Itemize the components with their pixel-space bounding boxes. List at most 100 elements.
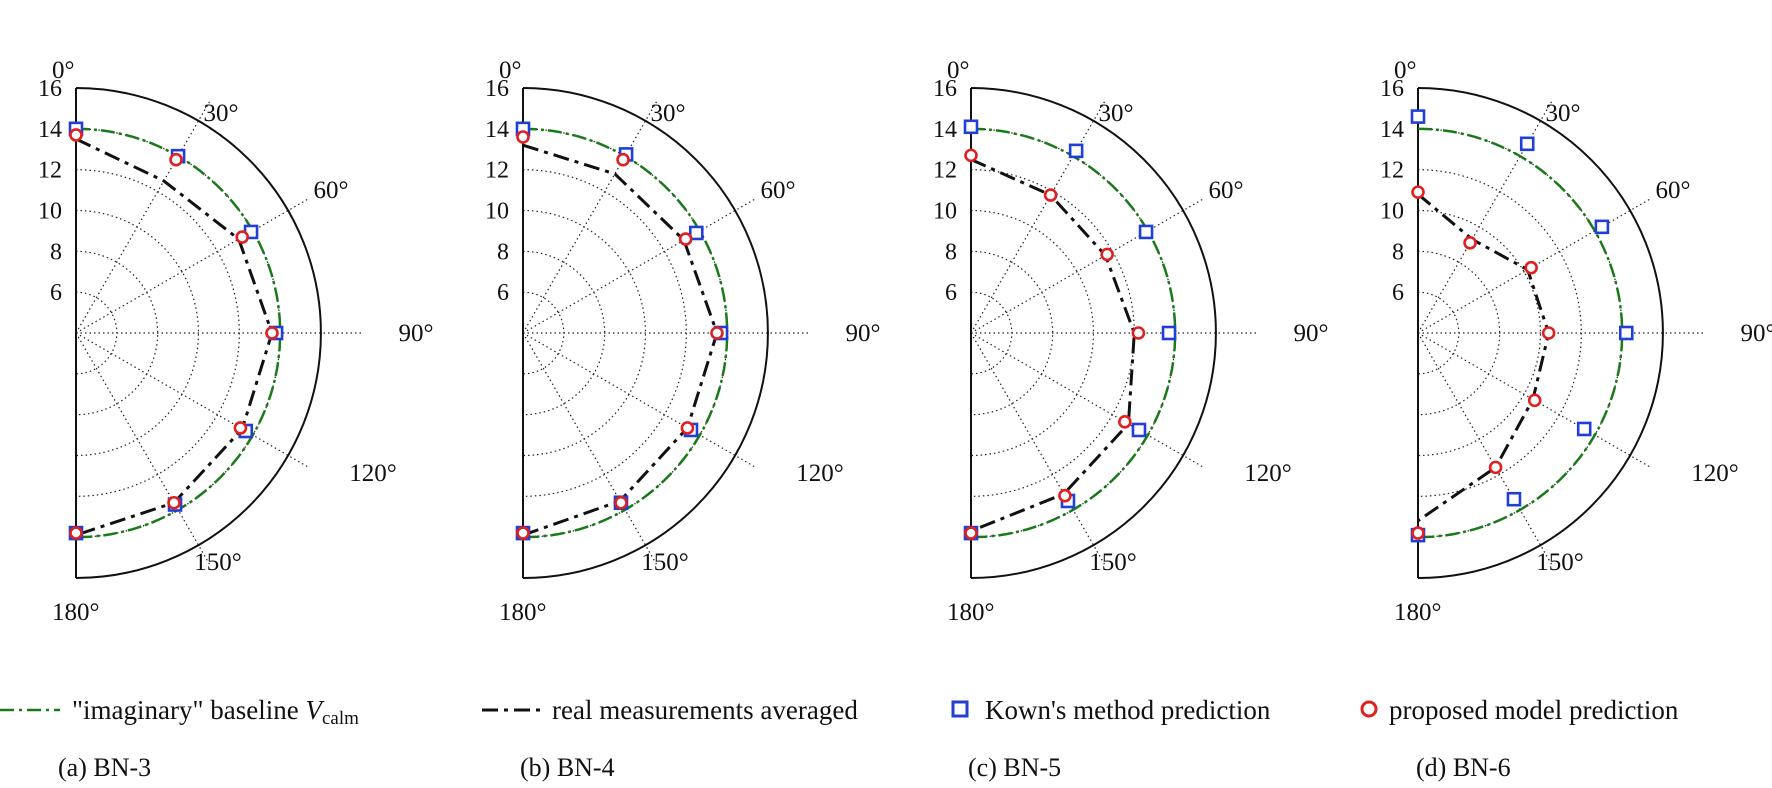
radial-tick-label: 16: [933, 76, 957, 102]
angle-label: 90°: [1741, 320, 1772, 347]
angle-label: 150°: [1089, 549, 1137, 576]
angle-label: 0°: [52, 57, 75, 84]
legend-proposed-label: proposed model prediction: [1389, 695, 1679, 725]
proposed-prediction-point: [265, 326, 279, 340]
radial-tick-label: 8: [497, 239, 509, 265]
outer-arc: [75, 87, 322, 579]
angle-label: 0°: [499, 57, 522, 84]
polar-panel-1: 6 8 10 12 14 160° 30° 60° 90° 120° 150° 180°: [38, 57, 434, 626]
angular-grid-spoke: [75, 198, 308, 334]
radial-tick-label: 6: [945, 280, 957, 306]
kown-prediction-point: [1594, 219, 1610, 235]
kown-prediction-point: [1410, 109, 1426, 124]
angle-label: 180°: [499, 599, 547, 626]
radial-tick-label: 6: [50, 280, 62, 306]
angle-label: 30°: [1099, 100, 1134, 127]
proposed-prediction-point: [235, 230, 250, 244]
proposed-prediction-point: [614, 495, 628, 510]
proposed-prediction-point: [516, 130, 530, 144]
radial-tick-label: 10: [38, 199, 62, 225]
radial-tick-label: 10: [485, 199, 509, 225]
proposed-prediction-point: [1100, 247, 1114, 262]
angle-label: 180°: [947, 599, 995, 626]
angular-grid-spoke: [522, 332, 755, 468]
kown-prediction-point: [688, 225, 704, 241]
kown-prediction-point: [1068, 143, 1084, 159]
angular-grid-spoke: [970, 198, 1203, 334]
angle-label: 60°: [1656, 177, 1691, 204]
angle-label: 120°: [1691, 460, 1739, 487]
radial-tick-label: 8: [50, 239, 62, 265]
baseline-curve: [75, 127, 282, 539]
radial-tick-label: 12: [485, 158, 509, 184]
real-measurements-line: [1417, 193, 1551, 523]
angle-label: 90°: [399, 320, 434, 347]
real-measurements-line: [75, 137, 274, 537]
proposed-prediction-point: [169, 152, 183, 167]
proposed-prediction-point: [1058, 488, 1072, 503]
angle-label: 0°: [1394, 57, 1417, 84]
angular-grid-spoke: [75, 332, 308, 468]
proposed-prediction-point: [1463, 236, 1477, 250]
proposed-prediction-point: [1541, 326, 1556, 340]
proposed-prediction-point: [1527, 393, 1542, 408]
angular-grid-spoke: [75, 101, 211, 334]
proposed-prediction-point: [1411, 526, 1425, 540]
proposed-prediction-point: [680, 421, 695, 435]
kown-prediction-point: [963, 119, 979, 135]
angular-grid-spoke: [75, 332, 211, 565]
angle-label: 150°: [1536, 549, 1584, 576]
proposed-prediction-point: [1411, 185, 1425, 199]
polar-panel-4: 6 8 10 12 14 160° 30° 60° 90° 120° 150° 180°: [1380, 57, 1772, 626]
proposed-prediction-point: [1043, 188, 1058, 202]
polar-panel-3: 6 8 10 12 14 160° 30° 60° 90° 120° 150° 180°: [933, 57, 1329, 626]
real-measurements-line: [970, 158, 1136, 533]
radial-tick-label: 14: [1380, 117, 1404, 143]
radial-grid-ring: [1417, 291, 1460, 375]
legend-proposed-marker: [1360, 700, 1378, 718]
proposed-prediction-point: [1524, 260, 1538, 275]
radial-grid-ring: [522, 291, 565, 375]
angle-label: 0°: [947, 57, 970, 84]
proposed-prediction-point: [516, 526, 530, 540]
angle-label: 180°: [1394, 599, 1442, 626]
panel-label-b: (b) BN-4: [520, 753, 615, 782]
proposed-prediction-point: [710, 326, 724, 340]
proposed-prediction-point: [69, 526, 83, 540]
angle-label: 30°: [204, 100, 239, 127]
radial-tick-label: 12: [933, 158, 957, 184]
radial-tick-label: 8: [1392, 239, 1404, 265]
proposed-prediction-point: [964, 526, 978, 540]
proposed-prediction-point: [1131, 326, 1146, 340]
angular-grid-spoke: [1417, 332, 1553, 565]
angle-label: 60°: [314, 177, 349, 204]
radial-tick-label: 6: [1392, 280, 1404, 306]
angular-grid-spoke: [522, 101, 658, 334]
angle-label: 120°: [796, 460, 844, 487]
legend-kown-label: Kown's method prediction: [985, 695, 1271, 725]
radial-grid-ring: [1417, 128, 1623, 538]
proposed-prediction-point: [1118, 415, 1132, 429]
angle-label: 60°: [761, 177, 796, 204]
kown-prediction-point: [1519, 136, 1535, 152]
kown-prediction-point: [1131, 422, 1147, 438]
proposed-prediction-point: [69, 128, 83, 142]
proposed-prediction-point: [616, 152, 630, 167]
angular-grid-spoke: [1417, 101, 1553, 334]
proposed-prediction-point: [964, 148, 978, 163]
kown-prediction-point: [1576, 421, 1592, 437]
angle-label: 150°: [641, 549, 689, 576]
outer-arc: [522, 87, 769, 579]
radial-tick-label: 16: [38, 76, 62, 102]
angle-label: 30°: [651, 100, 686, 127]
angular-grid-spoke: [522, 332, 658, 565]
kown-prediction-point: [1138, 224, 1154, 240]
proposed-prediction-point: [233, 421, 248, 435]
legend-kown-marker: [951, 700, 969, 718]
panels: 68101214160°30°60°90°120°150°180°6810121…: [38, 57, 1772, 626]
radial-tick-label: 16: [485, 76, 509, 102]
proposed-prediction-point: [678, 232, 693, 246]
angular-grid-spoke: [970, 101, 1106, 334]
angular-grid-spoke: [970, 332, 1203, 468]
